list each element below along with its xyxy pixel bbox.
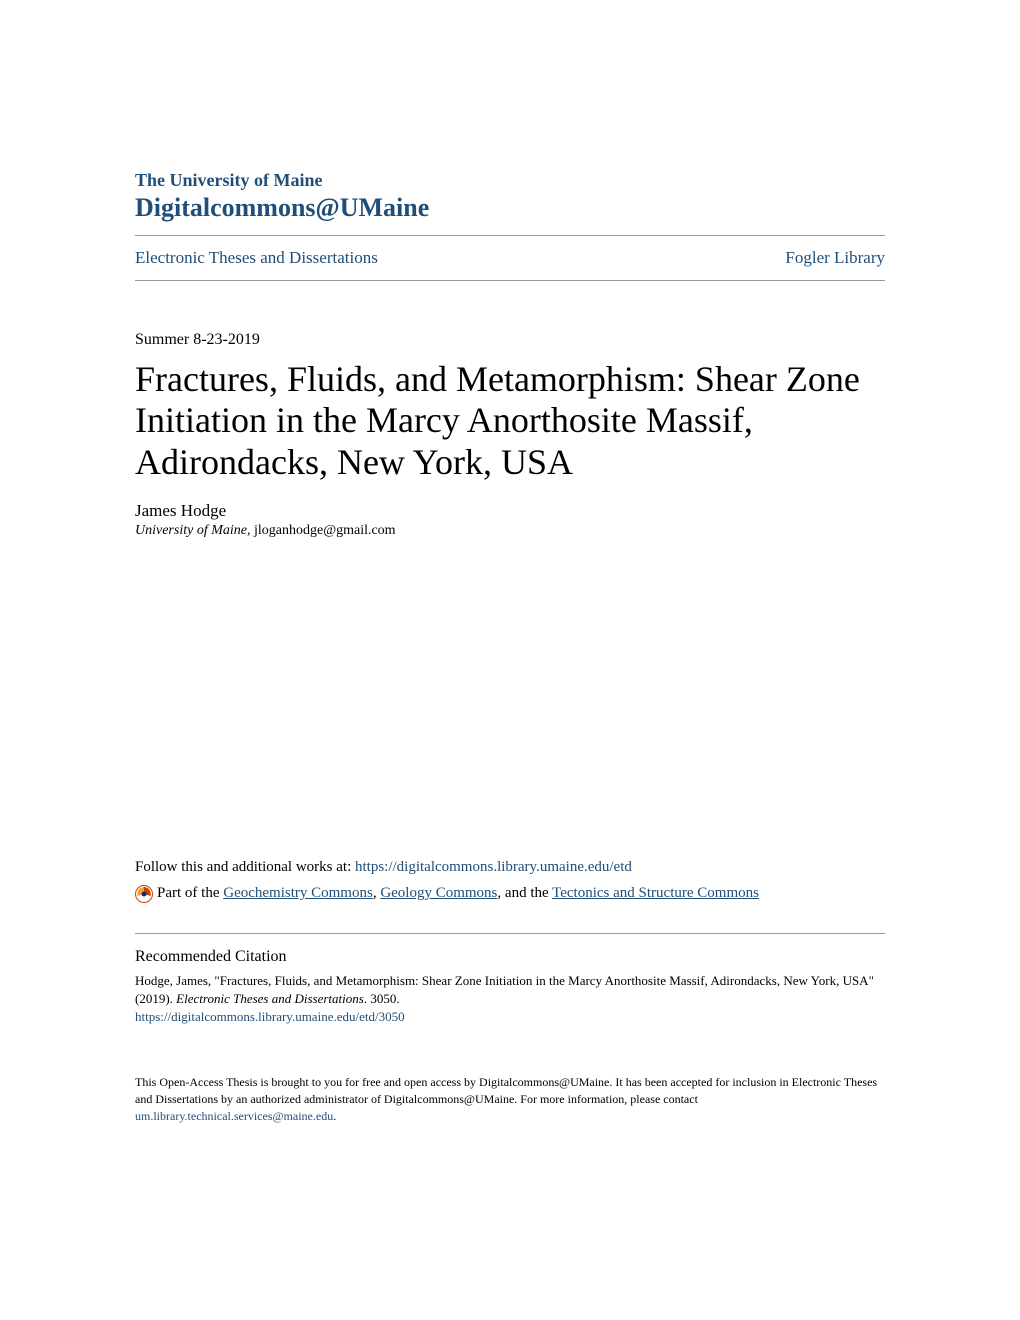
- network-icon: [135, 885, 153, 903]
- author-institution: University of Maine: [135, 523, 247, 538]
- commons-link-3[interactable]: Tectonics and Structure Commons: [552, 885, 759, 901]
- citation-heading: Recommended Citation: [135, 948, 885, 966]
- citation-section: Recommended Citation Hodge, James, "Frac…: [135, 933, 885, 1026]
- citation-text-2: . 3050.: [364, 991, 400, 1006]
- commons-link-2[interactable]: Geology Commons: [380, 885, 497, 901]
- partof-section: Part of the Geochemistry Commons, Geolog…: [135, 882, 885, 905]
- breadcrumb-row: Electronic Theses and Dissertations Fogl…: [135, 236, 885, 280]
- follow-url-link[interactable]: https://digitalcommons.library.umaine.ed…: [355, 859, 632, 875]
- affiliation-separator: ,: [247, 523, 254, 538]
- citation-series: Electronic Theses and Dissertations: [176, 991, 364, 1006]
- footer-contact-link[interactable]: um.library.technical.services@maine.edu: [135, 1109, 333, 1123]
- header-block: The University of Maine Digitalcommons@U…: [135, 170, 885, 223]
- footer-text-end: .: [333, 1109, 336, 1123]
- author-name: James Hodge: [135, 501, 885, 521]
- document-title: Fractures, Fluids, and Metamorphism: She…: [135, 359, 885, 483]
- institution-name: The University of Maine: [135, 170, 885, 191]
- author-email: jloganhodge@gmail.com: [254, 523, 396, 538]
- footer-notice: This Open-Access Thesis is brought to yo…: [135, 1074, 885, 1124]
- commons-link-1[interactable]: Geochemistry Commons: [223, 885, 373, 901]
- citation-url-link[interactable]: https://digitalcommons.library.umaine.ed…: [135, 1009, 405, 1024]
- collection-link[interactable]: Electronic Theses and Dissertations: [135, 248, 378, 268]
- footer-text-body: This Open-Access Thesis is brought to yo…: [135, 1075, 877, 1106]
- publication-date: Summer 8-23-2019: [135, 331, 885, 349]
- author-affiliation: University of Maine, jloganhodge@gmail.c…: [135, 523, 885, 539]
- partof-prefix: Part of the: [157, 885, 223, 901]
- follow-section: Follow this and additional works at: htt…: [135, 859, 885, 876]
- repository-name-link[interactable]: Digitalcommons@UMaine: [135, 193, 885, 223]
- follow-prefix: Follow this and additional works at:: [135, 859, 355, 875]
- divider-bottom: [135, 280, 885, 281]
- library-link[interactable]: Fogler Library: [785, 248, 885, 268]
- partof-sep2: , and the: [497, 885, 552, 901]
- citation-body: Hodge, James, "Fractures, Fluids, and Me…: [135, 972, 885, 1008]
- page-container: The University of Maine Digitalcommons@U…: [0, 0, 1020, 1124]
